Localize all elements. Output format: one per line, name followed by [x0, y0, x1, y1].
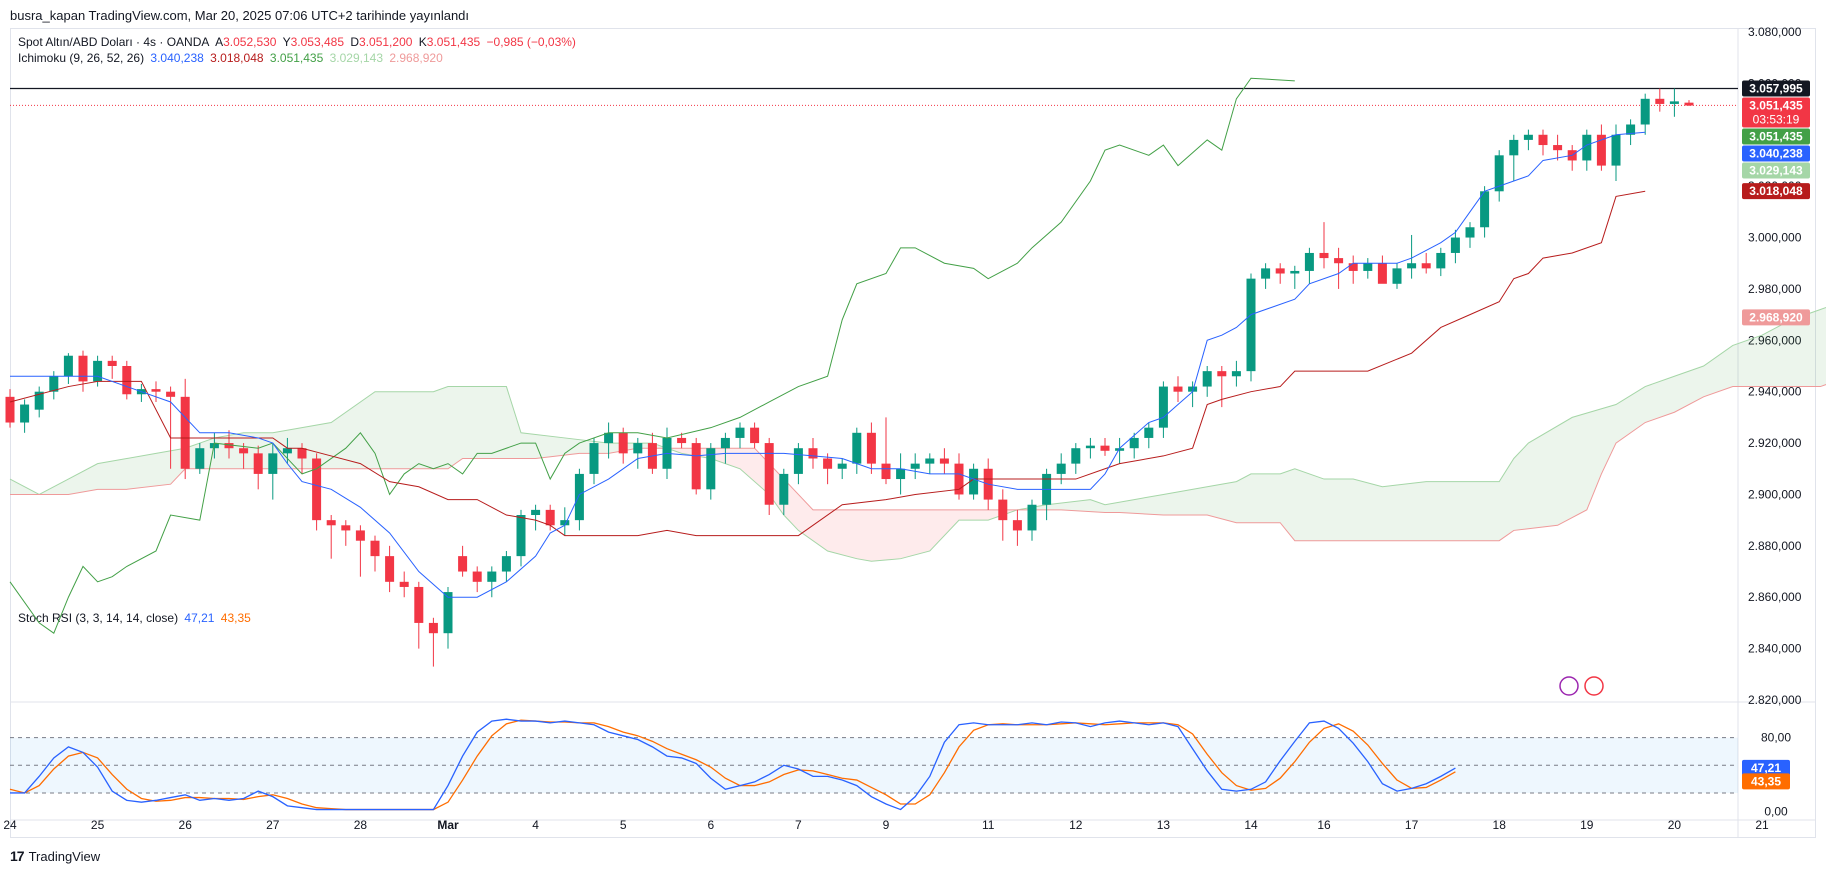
ichimoku-kijun-value: 3.018,048 — [210, 51, 264, 65]
stoch-legend: Stoch RSI (3, 3, 14, 14, close) 47,21 43… — [18, 611, 254, 625]
tradingview-logo-icon: 17 — [10, 848, 25, 864]
ohlc-close: 3.051,435 — [426, 35, 481, 49]
ohlc-low: 3.051,200 — [359, 35, 413, 49]
ichimoku-chikou-value: 3.051,435 — [269, 51, 324, 65]
stoch-k-value: 47,21 — [184, 611, 215, 625]
chart-frame — [10, 28, 1816, 838]
stoch-label: Stoch RSI (3, 3, 14, 14, close) — [18, 611, 179, 625]
ohlc-open-key: A — [215, 35, 224, 49]
ohlc-high-key: Y — [282, 35, 291, 49]
ichimoku-tenkan-value: 3.040,238 — [150, 51, 204, 65]
publish-info: busra_kapan TradingView.com, Mar 20, 202… — [10, 8, 470, 23]
ohlc-change: −0,985 (−0,03%) — [486, 35, 576, 49]
ichimoku-legend: Ichimoku (9, 26, 52, 26) 3.040,238 3.018… — [18, 51, 446, 65]
ichimoku-label: Ichimoku (9, 26, 52, 26) — [18, 51, 145, 65]
ohlc-low-key: D — [350, 35, 360, 49]
ohlc-high: 3.053,485 — [290, 35, 345, 49]
ohlc-open: 3.052,530 — [223, 35, 277, 49]
ichimoku-span-b-value: 2.968,920 — [389, 51, 443, 65]
ohlc-close-key: K — [418, 35, 427, 49]
tradingview-footer: 17 TradingView — [10, 848, 100, 864]
symbol-legend: Spot Altın/ABD Doları · 4s · OANDA A3.05… — [18, 35, 579, 49]
tradingview-brand: TradingView — [28, 848, 101, 864]
stoch-d-value: 43,35 — [220, 611, 251, 625]
symbol-name: Spot Altın/ABD Doları · 4s · OANDA — [18, 35, 210, 49]
ichimoku-span-a-value: 3.029,143 — [329, 51, 384, 65]
